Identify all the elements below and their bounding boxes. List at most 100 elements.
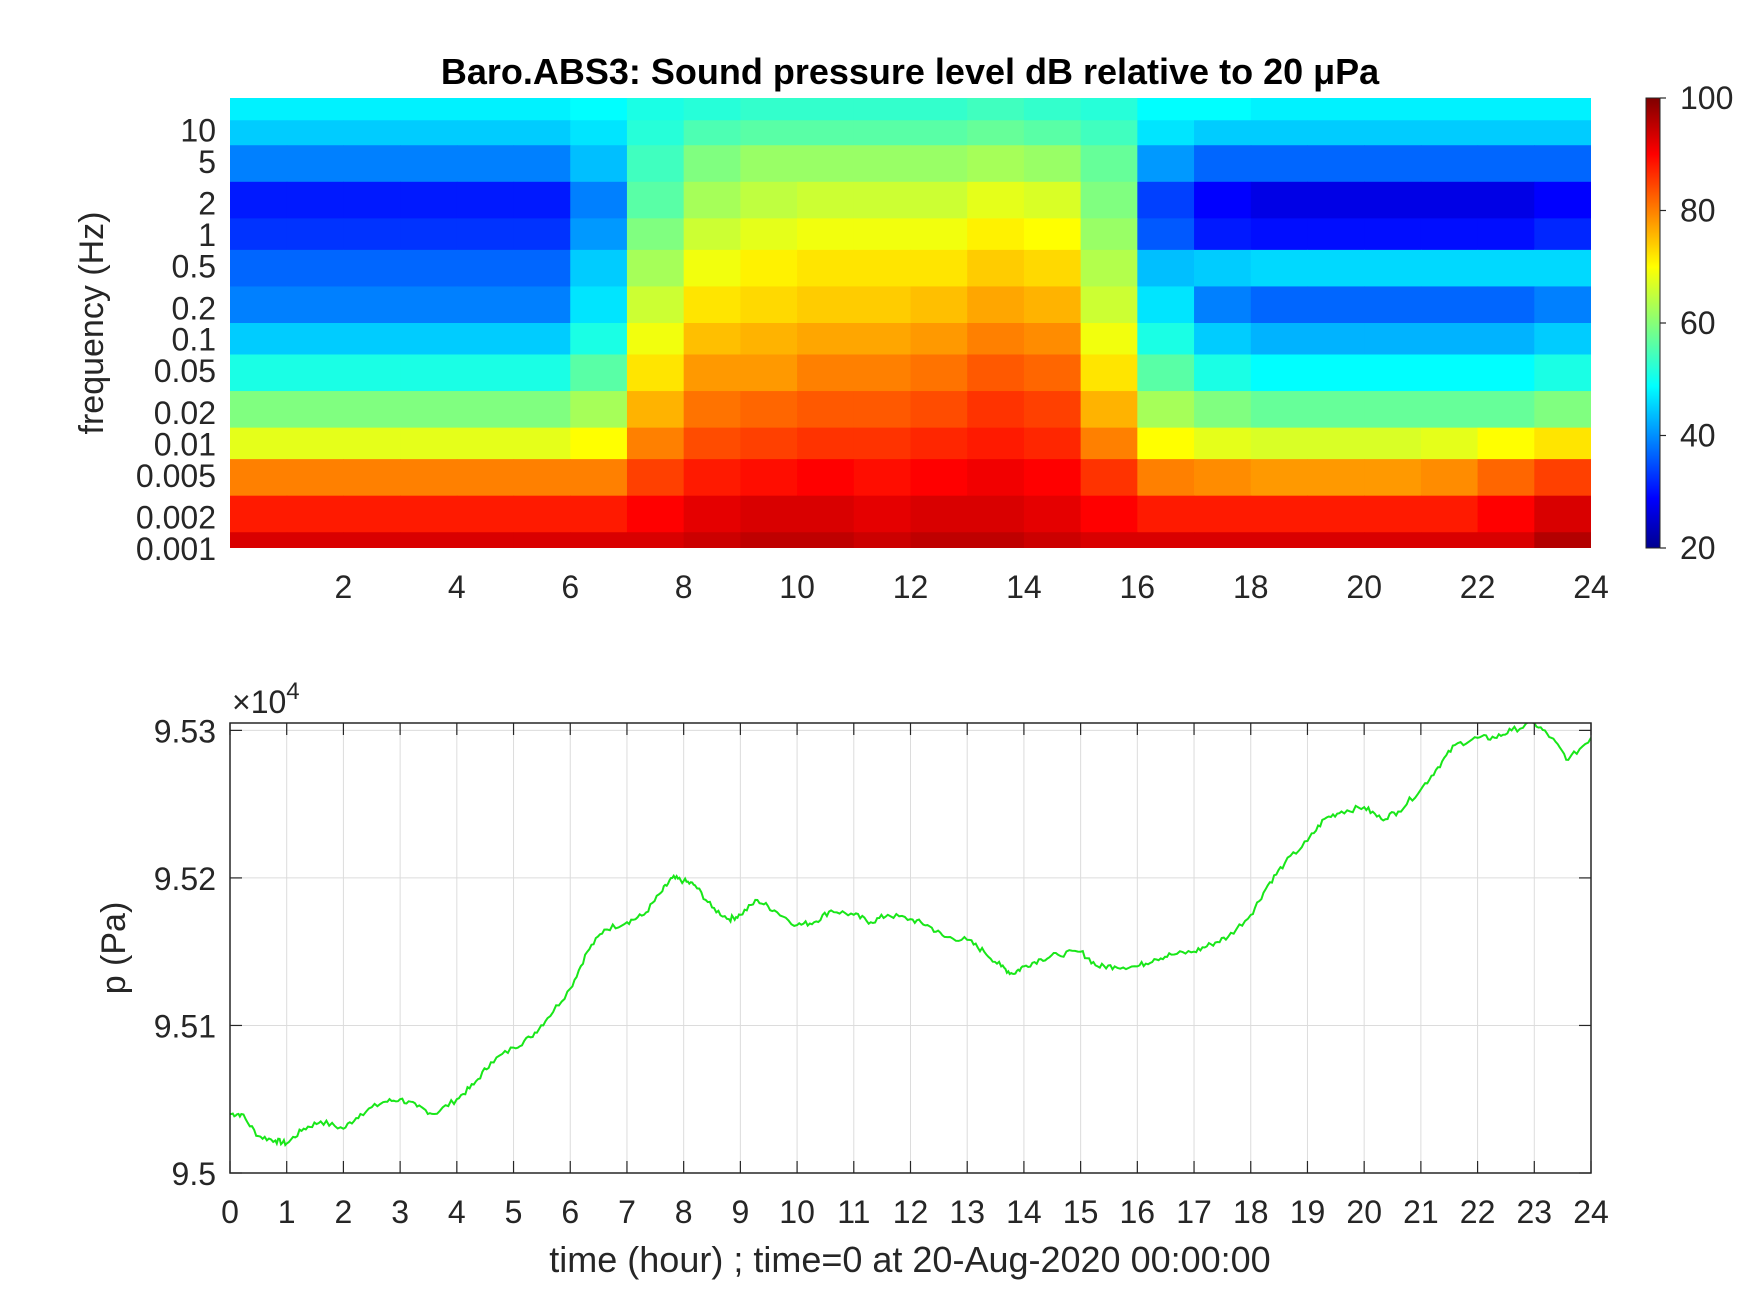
heatmap-cell [1194,286,1252,324]
heatmap-cell [683,323,741,356]
heatmap-cell [910,427,968,460]
heatmap-cell [1534,218,1591,251]
pressure-x-tick-label: 12 [893,1194,929,1230]
heatmap-cell [910,391,968,429]
heatmap-cell [797,286,855,324]
heatmap-cell [513,323,571,356]
pressure-x-tick-label: 23 [1517,1194,1553,1230]
heatmap-cell [570,391,628,429]
heatmap-cell [400,495,458,533]
heatmap-cell [1534,532,1591,548]
heatmap-cell [286,495,345,533]
heatmap-cell [1477,391,1535,429]
heatmap-cell [1364,495,1422,533]
colorbar-tick-label: 100 [1680,80,1733,116]
heatmap-cell [967,145,1025,183]
heatmap-cell [1194,249,1252,288]
heatmap-cell [456,145,515,183]
heatmap-cell [1534,145,1591,183]
pressure-x-tick-label: 9 [732,1194,750,1230]
heatmap-cell [740,427,798,460]
heatmap-cell [683,98,741,121]
heatmap-cell [570,354,628,392]
heatmap-cell [683,354,741,392]
heatmap-cell [1250,120,1309,146]
heatmap-cell [230,120,288,146]
heatmap-cell [683,427,741,460]
heatmap-cell [286,181,345,219]
heatmap-cell [1420,354,1479,392]
heatmap-cell [570,249,628,288]
pressure-panel: 9.539.529.519.5 0 1 2 3 4 5 6 7 8 9 10 11 12 13 14 15 16… [95,678,1609,1280]
heatmap-cell [853,427,912,460]
heatmap-cell [343,427,401,460]
heatmap-cell [513,495,571,533]
heatmap-cell [683,286,741,324]
spectrogram-y-tick-label: 0.1 [172,322,216,358]
heatmap-cell [230,323,288,356]
heatmap-cell [1137,354,1195,392]
heatmap-cell [1307,98,1365,121]
heatmap-cell [626,218,685,251]
heatmap-cell [1250,286,1309,324]
heatmap-cell [343,249,401,288]
heatmap-cell [1023,427,1082,460]
heatmap-cell [1364,459,1422,497]
heatmap-cell [1250,354,1309,392]
heatmap-cell [1137,391,1195,429]
heatmap-cell [797,120,855,146]
heatmap-cell [853,181,912,219]
heatmap-cell [1420,98,1479,121]
heatmap-cell [1307,181,1365,219]
heatmap-cell [456,181,515,219]
heatmap-cell [286,98,345,121]
heatmap-cell [230,532,288,548]
heatmap-cell [513,98,571,121]
heatmap-cell [910,145,968,183]
heatmap-cell [400,459,458,497]
heatmap-cell [1080,120,1138,146]
heatmap-cell [343,532,401,548]
heatmap-cell [1194,120,1252,146]
heatmap-cell [1307,495,1365,533]
spectrogram-y-tick-label: 2 [198,186,216,222]
heatmap-cell [400,145,458,183]
heatmap-cell [343,286,401,324]
heatmap-cell [456,249,515,288]
heatmap-cell [683,532,741,548]
heatmap-cell [286,323,345,356]
heatmap-cell [967,249,1025,288]
heatmap-cell [456,98,515,121]
pressure-x-ticks: 0 1 2 3 4 5 6 7 8 9 10 11 12 13 14 15 16 17 18 19 20 21 22 23 24 [221,723,1609,1230]
heatmap-cell [1307,286,1365,324]
heatmap-cell [797,218,855,251]
heatmap-cell [286,391,345,429]
heatmap-cell [1137,98,1195,121]
heatmap-cell [513,181,571,219]
heatmap-cell [513,459,571,497]
heatmap-cell [456,532,515,548]
heatmap-cell [797,495,855,533]
spectrogram-heatmap [230,98,1591,548]
heatmap-cell [1023,459,1082,497]
heatmap-cell [1023,181,1082,219]
pressure-line [230,723,1591,1147]
heatmap-cell [1194,181,1252,219]
heatmap-cell [230,145,288,183]
heatmap-cell [626,98,685,121]
heatmap-cell [1023,495,1082,533]
heatmap-cell [230,354,288,392]
heatmap-cell [910,286,968,324]
heatmap-cell [343,181,401,219]
heatmap-cell [1534,495,1591,533]
heatmap-cell [797,459,855,497]
heatmap-cell [400,98,458,121]
heatmap-cell [740,354,798,392]
spectrogram-y-tick-label: 0.2 [172,290,216,326]
heatmap-cell [400,427,458,460]
heatmap-cell [740,323,798,356]
heatmap-cell [343,391,401,429]
heatmap-cell [683,181,741,219]
heatmap-cell [1307,532,1365,548]
